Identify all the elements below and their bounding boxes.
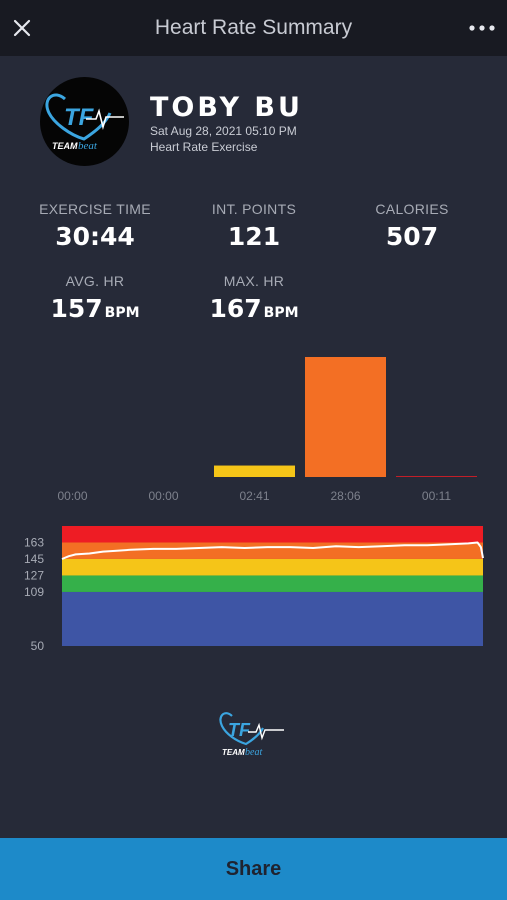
heart-icon [45,93,112,141]
heart-rate-zone-chart: 163 145 127 109 50 [24,526,484,653]
stat-avg-hr: AVG. HR 157 BPM [15,273,175,323]
stat-label: CALORIES [375,201,449,217]
hr-zone-band [62,558,483,576]
hr-zone-band [62,575,483,592]
session-date: Sat Aug 28, 2021 05:10 PM [150,124,297,138]
zone-time-label: 02:41 [239,489,269,503]
stat-label: AVG. HR [65,273,125,289]
stat-unit: BPM [263,305,299,321]
stat-label: MAX. HR [223,273,285,289]
pulse-line-icon [86,108,124,131]
share-button[interactable]: Share [0,838,507,900]
share-label: Share [225,858,282,880]
y-tick-label: 163 [24,535,44,549]
avatar: TF TEAM beat [40,77,129,166]
user-name: TOBY BU [150,92,303,123]
stat-value: 167 [209,294,262,323]
y-tick-label: 145 [24,552,44,566]
teambeat-logo: TF TEAM beat [218,706,290,762]
stat-int-points: INT. POINTS 121 [174,201,334,251]
logo-initials: TF [64,104,95,131]
stat-exercise-time: EXERCISE TIME 30:44 [15,201,175,251]
stat-value: 507 [385,222,439,251]
stat-value-row: 157 BPM [15,294,175,323]
logo-brand-team: TEAM [222,748,245,757]
y-tick-label: 109 [24,585,44,599]
y-tick-label: 50 [31,639,45,653]
logo-brand-team: TEAM [52,141,78,151]
stat-value-row: 167 BPM [174,294,334,323]
pulse-line-icon [248,722,284,741]
stat-value: 157 [50,294,103,323]
logo-initials: TF [228,720,251,740]
zone-time-label: 28:06 [330,489,360,503]
zone-time-label: 00:00 [148,489,178,503]
more-dots-icon[interactable] [467,14,497,42]
page-title: Heart Rate Summary [154,16,353,39]
zone-bar [214,465,295,477]
hr-zone-band [62,591,483,646]
hr-zone-band [62,526,483,543]
zone-bar [396,476,477,477]
close-icon[interactable] [8,14,36,42]
stat-label: EXERCISE TIME [39,201,151,217]
logo-brand-beat: beat [245,747,262,758]
heart-icon [219,712,264,746]
stat-label: INT. POINTS [211,201,297,217]
zone-time-bar-chart: 00:00 00:00 02:41 28:06 00:11 [57,357,477,503]
stat-value: 30:44 [55,222,135,251]
stat-max-hr: MAX. HR 167 BPM [174,273,334,323]
exercise-type: Heart Rate Exercise [150,140,258,154]
heart-rate-line [61,541,484,560]
zone-time-label: 00:00 [57,489,87,503]
zone-bar [305,357,386,477]
logo-brand-beat: beat [78,140,98,152]
stat-unit: BPM [104,305,140,321]
stat-calories: CALORIES 507 [332,201,492,251]
zone-time-label: 00:11 [422,489,451,503]
header-bar: Heart Rate Summary [0,0,507,56]
y-tick-label: 127 [24,568,44,582]
stat-value: 121 [227,222,281,251]
